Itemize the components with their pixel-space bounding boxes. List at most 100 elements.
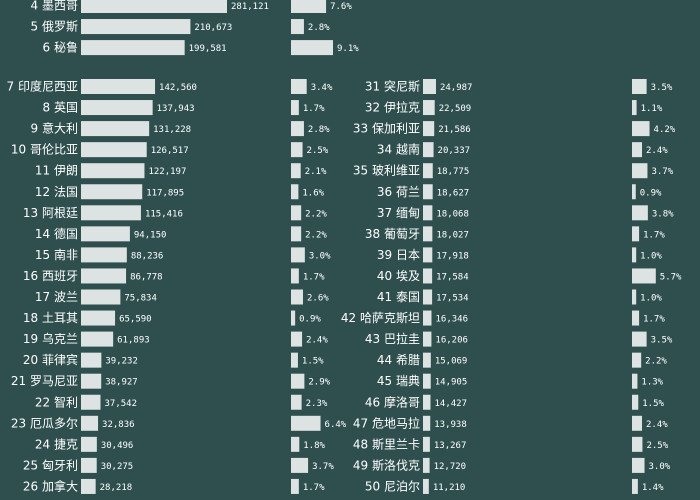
country-label: 5 俄罗斯 — [31, 20, 78, 34]
value-bar — [423, 100, 435, 116]
pct-bar — [632, 268, 656, 284]
table-row: 25 匈牙利 30,275 3.7% — [23, 457, 334, 473]
pct-label: 2.4% — [646, 420, 668, 430]
value-label: 14,427 — [434, 399, 467, 409]
pct-label: 2.3% — [306, 399, 328, 409]
pct-label: 7.6% — [330, 2, 352, 12]
table-row: 6 秘鲁 199,581 9.1% — [43, 40, 359, 56]
value-label: 22,509 — [439, 104, 472, 114]
pct-label: 0.9% — [640, 188, 662, 198]
value-bar — [81, 436, 97, 452]
value-label: 18,027 — [436, 230, 469, 240]
pct-label: 1.0% — [640, 294, 662, 304]
table-row: 46 摩洛哥 14,427 1.5% — [365, 394, 665, 410]
table-row: 24 捷克 30,496 1.8% — [35, 436, 326, 452]
value-bar — [81, 205, 141, 221]
pct-bar — [632, 121, 650, 137]
value-label: 86,778 — [130, 272, 163, 282]
value-bar — [81, 352, 102, 368]
value-label: 18,627 — [437, 188, 470, 198]
table-row: 41 泰国 17,534 1.0% — [377, 289, 662, 305]
table-row: 47 危地马拉 13,938 2.4% — [353, 415, 668, 431]
pct-label: 3.7% — [651, 167, 673, 177]
value-bar — [423, 163, 433, 179]
pct-label: 3.4% — [311, 83, 333, 93]
pct-label: 2.8% — [308, 125, 330, 135]
pct-bar — [632, 436, 643, 452]
value-bar — [81, 19, 191, 35]
country-label: 22 智利 — [35, 394, 78, 409]
pct-bar — [632, 247, 637, 263]
country-label: 8 英国 — [43, 101, 78, 115]
pct-label: 5.7% — [660, 272, 682, 282]
country-label: 40 埃及 — [377, 269, 420, 283]
value-label: 281,121 — [231, 2, 269, 12]
pct-bar — [291, 79, 307, 94]
value-bar — [81, 142, 147, 158]
pct-bar — [632, 226, 640, 242]
pct-label: 1.6% — [302, 188, 324, 198]
pct-label: 4.2% — [654, 125, 676, 135]
country-label: 7 印度尼西亚 — [7, 79, 78, 94]
country-label: 36 荷兰 — [377, 185, 420, 199]
pct-label: 1.7% — [643, 315, 665, 325]
value-label: 37,542 — [104, 399, 137, 409]
table-row: 13 阿根廷 115,416 2.2% — [23, 205, 327, 221]
table-row: 40 埃及 17,584 5.7% — [377, 268, 682, 284]
pct-bar — [632, 331, 647, 347]
pct-label: 2.9% — [308, 378, 330, 388]
value-bar — [423, 310, 432, 326]
pct-bar — [632, 100, 637, 116]
value-bar — [423, 436, 430, 452]
value-label: 30,496 — [101, 441, 134, 451]
value-label: 126,517 — [151, 146, 189, 156]
value-label: 18,068 — [436, 209, 469, 219]
pct-label: 2.6% — [307, 294, 329, 304]
value-label: 17,534 — [436, 294, 469, 304]
pct-label: 2.1% — [305, 167, 327, 177]
value-bar — [81, 415, 99, 431]
pct-label: 1.5% — [302, 357, 324, 367]
pct-bar — [291, 436, 300, 452]
pct-label: 3.0% — [309, 251, 331, 261]
pct-bar — [291, 121, 304, 137]
value-label: 15,069 — [435, 357, 468, 367]
value-label: 131,228 — [153, 125, 191, 135]
value-label: 13,267 — [434, 441, 467, 451]
country-label: 33 保加利亚 — [353, 122, 420, 136]
value-bar — [81, 0, 227, 13]
pct-bar — [291, 40, 333, 56]
pct-label: 3.7% — [312, 462, 334, 472]
table-row: 5 俄罗斯 210,673 2.8% — [31, 19, 330, 35]
country-label: 10 哥伦比亚 — [11, 142, 78, 157]
pct-bar — [291, 0, 327, 13]
pct-label: 9.1% — [337, 44, 359, 54]
pct-bar — [291, 352, 298, 368]
value-label: 32,836 — [102, 420, 135, 430]
value-label: 199,581 — [189, 44, 227, 54]
country-label: 50 尼泊尔 — [365, 478, 420, 493]
pct-bar — [632, 289, 637, 305]
value-bar — [81, 331, 114, 347]
country-label: 45 瑞典 — [377, 374, 420, 388]
value-bar — [423, 142, 434, 158]
table-row: 15 南非 88,236 3.0% — [35, 247, 331, 263]
pct-label: 1.3% — [641, 378, 663, 388]
pct-label: 2.5% — [307, 146, 329, 156]
value-bar — [81, 79, 156, 94]
country-label: 37 缅甸 — [377, 206, 420, 220]
value-bar — [81, 40, 185, 56]
table-row: 17 波兰 75,834 2.6% — [35, 289, 329, 305]
pct-bar — [291, 205, 302, 221]
value-label: 117,895 — [146, 188, 184, 198]
table-row: 31 突尼斯 24,987 3.5% — [365, 79, 673, 94]
value-bar — [81, 289, 121, 305]
table-row: 32 伊拉克 22,509 1.1% — [365, 100, 663, 116]
value-label: 94,150 — [134, 230, 167, 240]
value-bar — [81, 184, 143, 200]
pct-bar — [632, 142, 643, 158]
pct-label: 6.4% — [325, 420, 347, 430]
pct-bar — [291, 19, 304, 35]
table-row: 23 厄瓜多尔 32,836 6.4% — [11, 415, 347, 431]
value-bar — [423, 205, 433, 221]
